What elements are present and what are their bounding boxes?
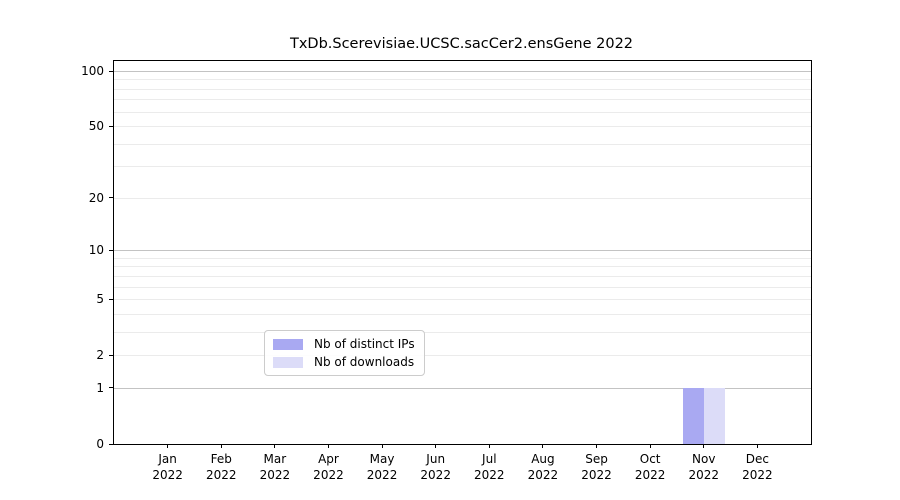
- gridline-minor: [114, 275, 811, 277]
- gridline-minor: [114, 197, 811, 199]
- gridline-major: [114, 250, 811, 252]
- y-axis-tick-label: 20: [88, 190, 104, 205]
- month-label: Jul: [482, 452, 497, 466]
- y-axis-tick-label: 2: [96, 348, 104, 363]
- x-axis-tickmark: [327, 444, 329, 448]
- chart-title: TxDb.Scerevisiae.UCSC.sacCer2.ensGene 20…: [289, 36, 634, 52]
- x-axis-tick-label: Feb 2022: [206, 452, 237, 483]
- year-label: 2022: [742, 467, 773, 482]
- y-axis-tickmark: [109, 298, 113, 300]
- x-axis-tickmark: [649, 444, 651, 448]
- legend-swatch-distinct-ips: [273, 338, 303, 350]
- month-label: Jun: [426, 452, 446, 466]
- year-label: 2022: [259, 467, 291, 482]
- gridline-minor: [114, 257, 811, 259]
- gridline-minor: [114, 79, 811, 81]
- x-axis-tickmark: [435, 444, 437, 448]
- year-label: 2022: [634, 467, 666, 482]
- month-label: Jan: [158, 452, 177, 466]
- year-label: 2022: [527, 467, 559, 482]
- gridline-minor: [114, 126, 811, 128]
- year-label: 2022: [581, 467, 612, 482]
- gridline-minor: [114, 166, 811, 168]
- gridline-minor: [114, 355, 811, 357]
- gridline-minor: [114, 143, 811, 145]
- gridline-major: [114, 387, 811, 389]
- y-axis-tick-label: 10: [88, 243, 104, 258]
- x-axis-tickmark: [220, 444, 222, 448]
- month-label: Dec: [745, 452, 769, 466]
- month-label: Nov: [692, 452, 716, 466]
- y-axis-tickmark: [109, 443, 113, 445]
- month-label: May: [369, 452, 395, 466]
- x-axis-tickmark: [381, 444, 383, 448]
- y-axis-tick-label: 0: [96, 437, 104, 451]
- gridline-minor: [114, 99, 811, 101]
- legend-swatch-downloads: [273, 356, 303, 368]
- month-label: Mar: [263, 452, 287, 466]
- legend-item-distinct-ips: Nb of distinct IPs: [273, 337, 415, 351]
- bar-distinct-ips: [682, 387, 704, 444]
- x-axis-tickmark: [542, 444, 544, 448]
- plot-area: 0 1 2 5 10 20 50 100 Jan 2022 Feb 2022 Mar 2022 Apr 202…: [81, 60, 812, 482]
- gridline-minor: [114, 313, 811, 315]
- y-axis-tick-label: 5: [96, 292, 104, 307]
- x-axis-tick-label: May 2022: [367, 452, 398, 483]
- x-axis-tickmark: [488, 444, 490, 448]
- x-axis-tick-label: Sep 2022: [581, 452, 612, 483]
- y-axis-tick-label: 100: [81, 64, 104, 78]
- x-axis-tick-label: Oct 2022: [635, 452, 666, 483]
- x-axis-tickmark: [703, 444, 705, 448]
- y-axis-tick-label: 50: [88, 119, 104, 134]
- legend: Nb of distinct IPs Nb of downloads: [264, 330, 425, 376]
- month-label: Sep: [585, 452, 608, 466]
- bar-downloads: [703, 387, 725, 444]
- legend-label-distinct-ips: Nb of distinct IPs: [314, 337, 415, 351]
- legend-item-downloads: Nb of downloads: [273, 355, 415, 369]
- month-label: Oct: [639, 452, 661, 466]
- x-axis-tick-label: Apr 2022: [313, 452, 344, 483]
- x-axis-tickmark: [596, 444, 598, 448]
- year-label: 2022: [420, 467, 451, 482]
- year-label: 2022: [152, 467, 183, 482]
- x-axis-tick-label: Jun 2022: [420, 452, 451, 483]
- year-label: 2022: [205, 467, 237, 482]
- gridline-minor: [114, 331, 811, 333]
- gridline-minor: [114, 88, 811, 90]
- gridline-minor: [114, 111, 811, 113]
- gridline-minor: [114, 299, 811, 301]
- legend-label-downloads: Nb of downloads: [314, 355, 415, 369]
- gridline-major: [114, 71, 811, 72]
- x-axis-tickmark: [274, 444, 276, 448]
- x-axis-tick-label: Jul 2022: [474, 452, 505, 483]
- x-axis-tick-label: Aug 2022: [528, 452, 559, 483]
- gridline-minor: [114, 286, 811, 288]
- x-axis-tick-label: Mar 2022: [260, 452, 291, 483]
- y-axis-tickmark: [109, 70, 113, 72]
- gridline-minor: [114, 266, 811, 268]
- year-label: 2022: [313, 467, 344, 482]
- x-axis-tickmark: [167, 444, 169, 448]
- x-axis-tick-label: Dec 2022: [742, 452, 773, 483]
- month-label: Apr: [318, 452, 339, 466]
- x-axis-tick-label: Jan 2022: [152, 452, 183, 483]
- y-axis-tickmark: [109, 387, 113, 389]
- year-label: 2022: [366, 467, 398, 482]
- x-axis-tickmark: [756, 444, 758, 448]
- year-label: 2022: [474, 467, 505, 482]
- y-axis-tickmark: [109, 354, 113, 356]
- y-axis-tick-label: 1: [96, 380, 104, 395]
- y-axis-tickmark: [109, 249, 113, 251]
- month-label: Aug: [531, 452, 555, 466]
- y-axis-tickmark: [109, 125, 113, 127]
- year-label: 2022: [688, 467, 720, 482]
- x-axis-tick-label: Nov 2022: [688, 452, 719, 483]
- month-label: Feb: [210, 452, 232, 466]
- y-axis-tickmark: [109, 197, 113, 199]
